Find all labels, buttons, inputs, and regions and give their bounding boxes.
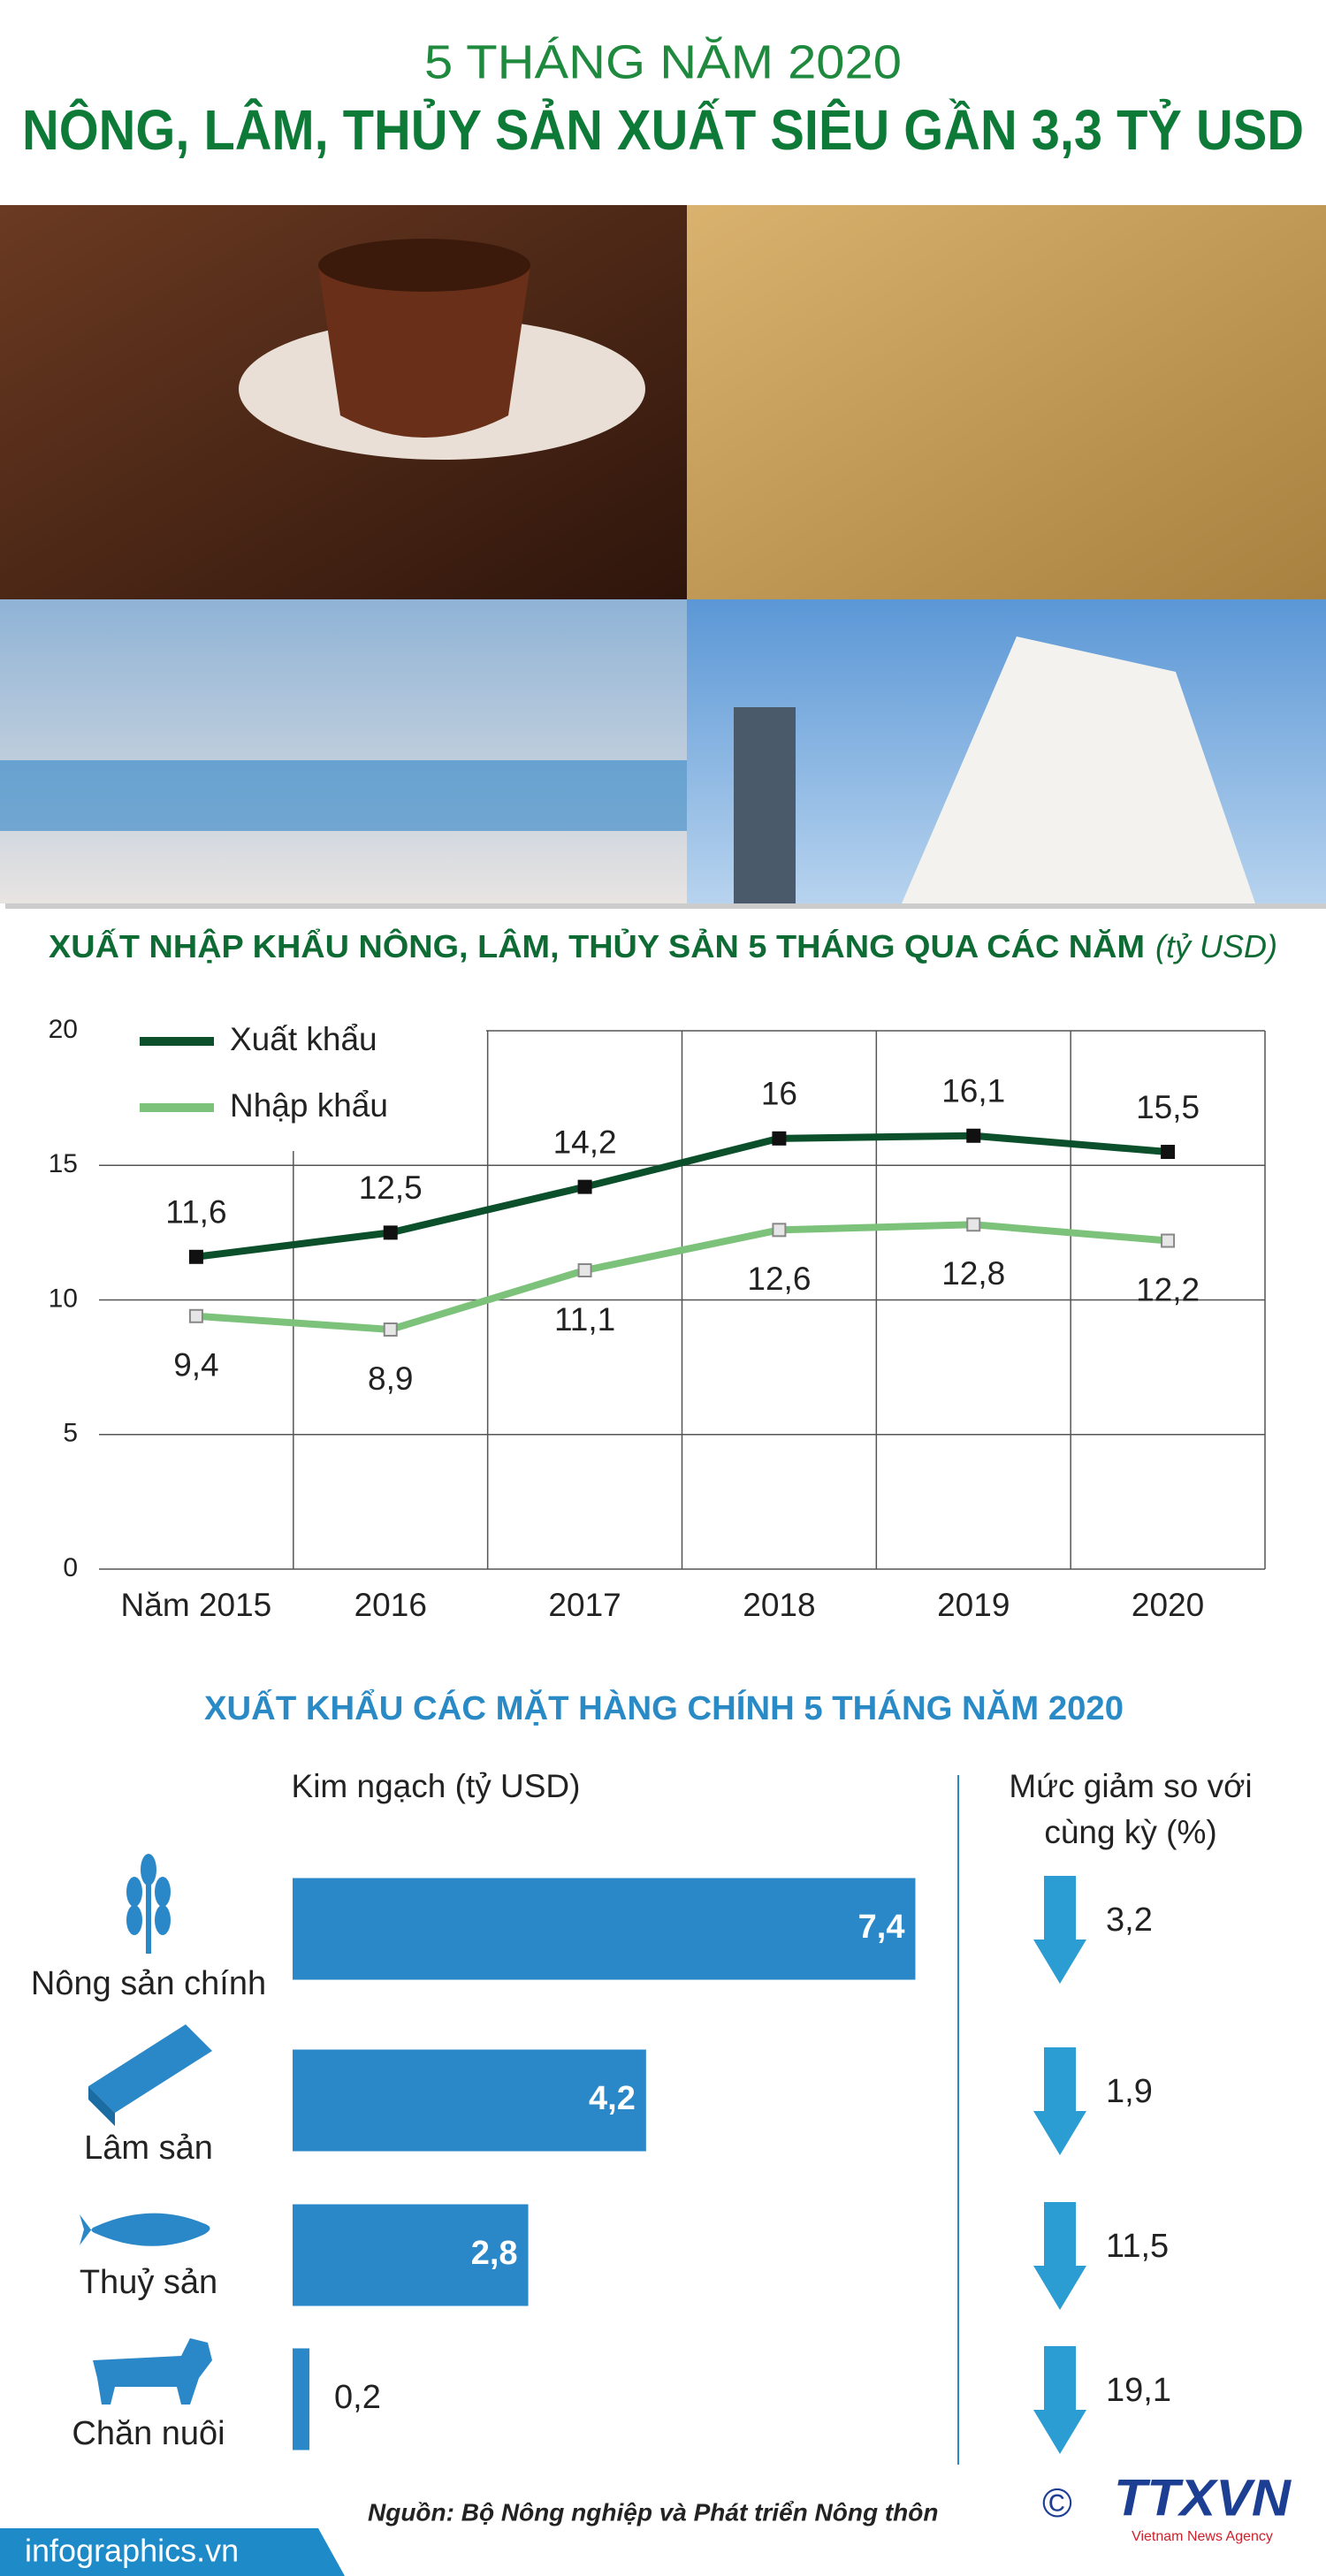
y-tick-label: 20 [49, 1015, 78, 1044]
title: NÔNG, LÂM, THỦY SẢN XUẤT SIÊU GẦN 3,3 TỶ… [22, 97, 1304, 162]
copyright: © [1042, 2480, 1072, 2526]
bar [293, 2348, 310, 2450]
point-marker [188, 1249, 203, 1264]
x-tick-label: Năm 2015 [121, 1587, 272, 1623]
data-label: 11,1 [554, 1301, 615, 1338]
fish-icon [80, 2213, 210, 2246]
decrease-arrow [1033, 1876, 1086, 1984]
legend-label: Xuất khẩu [230, 1021, 377, 1057]
category-label: Thuỷ sản [80, 2264, 217, 2301]
chart-title: XUẤT NHẬP KHẨU NÔNG, LÂM, THỦY SẢN 5 THÁ… [49, 927, 1277, 964]
porter [734, 707, 796, 903]
change-label: 3,2 [1106, 1902, 1153, 1939]
point-marker [772, 1223, 787, 1238]
site: infographics.vn [25, 2533, 239, 2569]
point-marker [577, 1179, 592, 1194]
x-tick-label: 2018 [743, 1587, 815, 1623]
decrease-arrow [1033, 2047, 1086, 2155]
data-label: 11,6 [165, 1194, 226, 1231]
change-label: 19,1 [1106, 2372, 1171, 2409]
y-tick-label: 15 [49, 1149, 78, 1178]
photo-cashew [687, 205, 1326, 599]
data-label: 12,5 [359, 1170, 423, 1206]
data-label: 16,1 [941, 1073, 1005, 1109]
y-tick-label: 10 [49, 1284, 78, 1313]
photos [0, 205, 1326, 909]
point-marker [383, 1322, 398, 1337]
data-label: 9,4 [173, 1347, 218, 1383]
source: Nguồn: Bộ Nông nghiệp và Phát triển Nông… [368, 2498, 938, 2526]
photo-workers [0, 599, 687, 903]
work-table [0, 760, 687, 831]
category-label: Nông sản chính [31, 1965, 266, 2002]
data-label: 12,6 [747, 1261, 811, 1297]
point-marker [1161, 1145, 1176, 1160]
point-marker [966, 1128, 981, 1143]
point-marker [1161, 1233, 1176, 1248]
x-tick-label: 2016 [354, 1587, 427, 1623]
data-label: 15,5 [1136, 1089, 1200, 1125]
data-label: 12,2 [1136, 1271, 1200, 1307]
data-label: 14,2 [553, 1124, 617, 1160]
value-title: Kim ngạch (tỷ USD) [292, 1768, 581, 1804]
data-label: 12,8 [941, 1255, 1005, 1292]
y-tick-label: 0 [63, 1553, 78, 1582]
x-tick-label: 2020 [1132, 1587, 1204, 1623]
point-marker [772, 1131, 787, 1146]
point-marker [188, 1308, 203, 1323]
change-label: 1,9 [1106, 2073, 1153, 2110]
cow-icon [93, 2338, 212, 2405]
bar [293, 1878, 916, 1980]
logo: TTXVN [1114, 2469, 1292, 2526]
y-tick-label: 5 [63, 1419, 78, 1448]
decrease-arrow [1033, 2202, 1086, 2310]
icons [80, 1854, 212, 2405]
agency: Vietnam News Agency [1132, 2529, 1273, 2544]
point-marker [383, 1225, 398, 1240]
cup [318, 265, 530, 438]
rice-sacks [902, 636, 1255, 903]
chart-title-text: XUẤT NHẬP KHẨU NÔNG, LÂM, THỦY SẢN 5 THÁ… [49, 927, 1145, 964]
bar-value-label: 7,4 [858, 1909, 905, 1946]
data-label: 16 [761, 1076, 797, 1112]
point-marker [577, 1263, 592, 1278]
bar-value-label: 2,8 [471, 2235, 518, 2272]
bar-title: XUẤT KHẨU CÁC MẶT HÀNG CHÍNH 5 THÁNG NĂM… [204, 1688, 1124, 1727]
bar-value-label: 4,2 [589, 2080, 636, 2117]
point-marker [966, 1217, 981, 1232]
change-title: Mức giảm so với [1009, 1768, 1252, 1804]
x-tick-label: 2019 [937, 1587, 1010, 1623]
bar [293, 2049, 646, 2152]
series-line [195, 1132, 1169, 1261]
category-label: Lâm sản [84, 2130, 213, 2167]
wood-icon [88, 2024, 212, 2126]
series-line [195, 1221, 1169, 1334]
cup-beans [318, 239, 530, 292]
data-label: 8,9 [368, 1360, 413, 1397]
decrease-arrow [1033, 2346, 1086, 2454]
wheat-icon [126, 1854, 171, 1954]
subtitle: 5 THÁNG NĂM 2020 [424, 35, 902, 88]
category-label: Chăn nuôi [72, 2415, 225, 2452]
footer-band [0, 2528, 345, 2576]
chart-unit: (tỷ USD) [1155, 928, 1277, 964]
legend-label: Nhập khẩu [230, 1087, 388, 1124]
change-title: cùng kỳ (%) [1044, 1814, 1216, 1850]
x-tick-label: 2017 [548, 1587, 621, 1623]
bar-value-label: 0,2 [334, 2379, 381, 2416]
change-label: 11,5 [1106, 2228, 1169, 2265]
bar [293, 2204, 529, 2306]
